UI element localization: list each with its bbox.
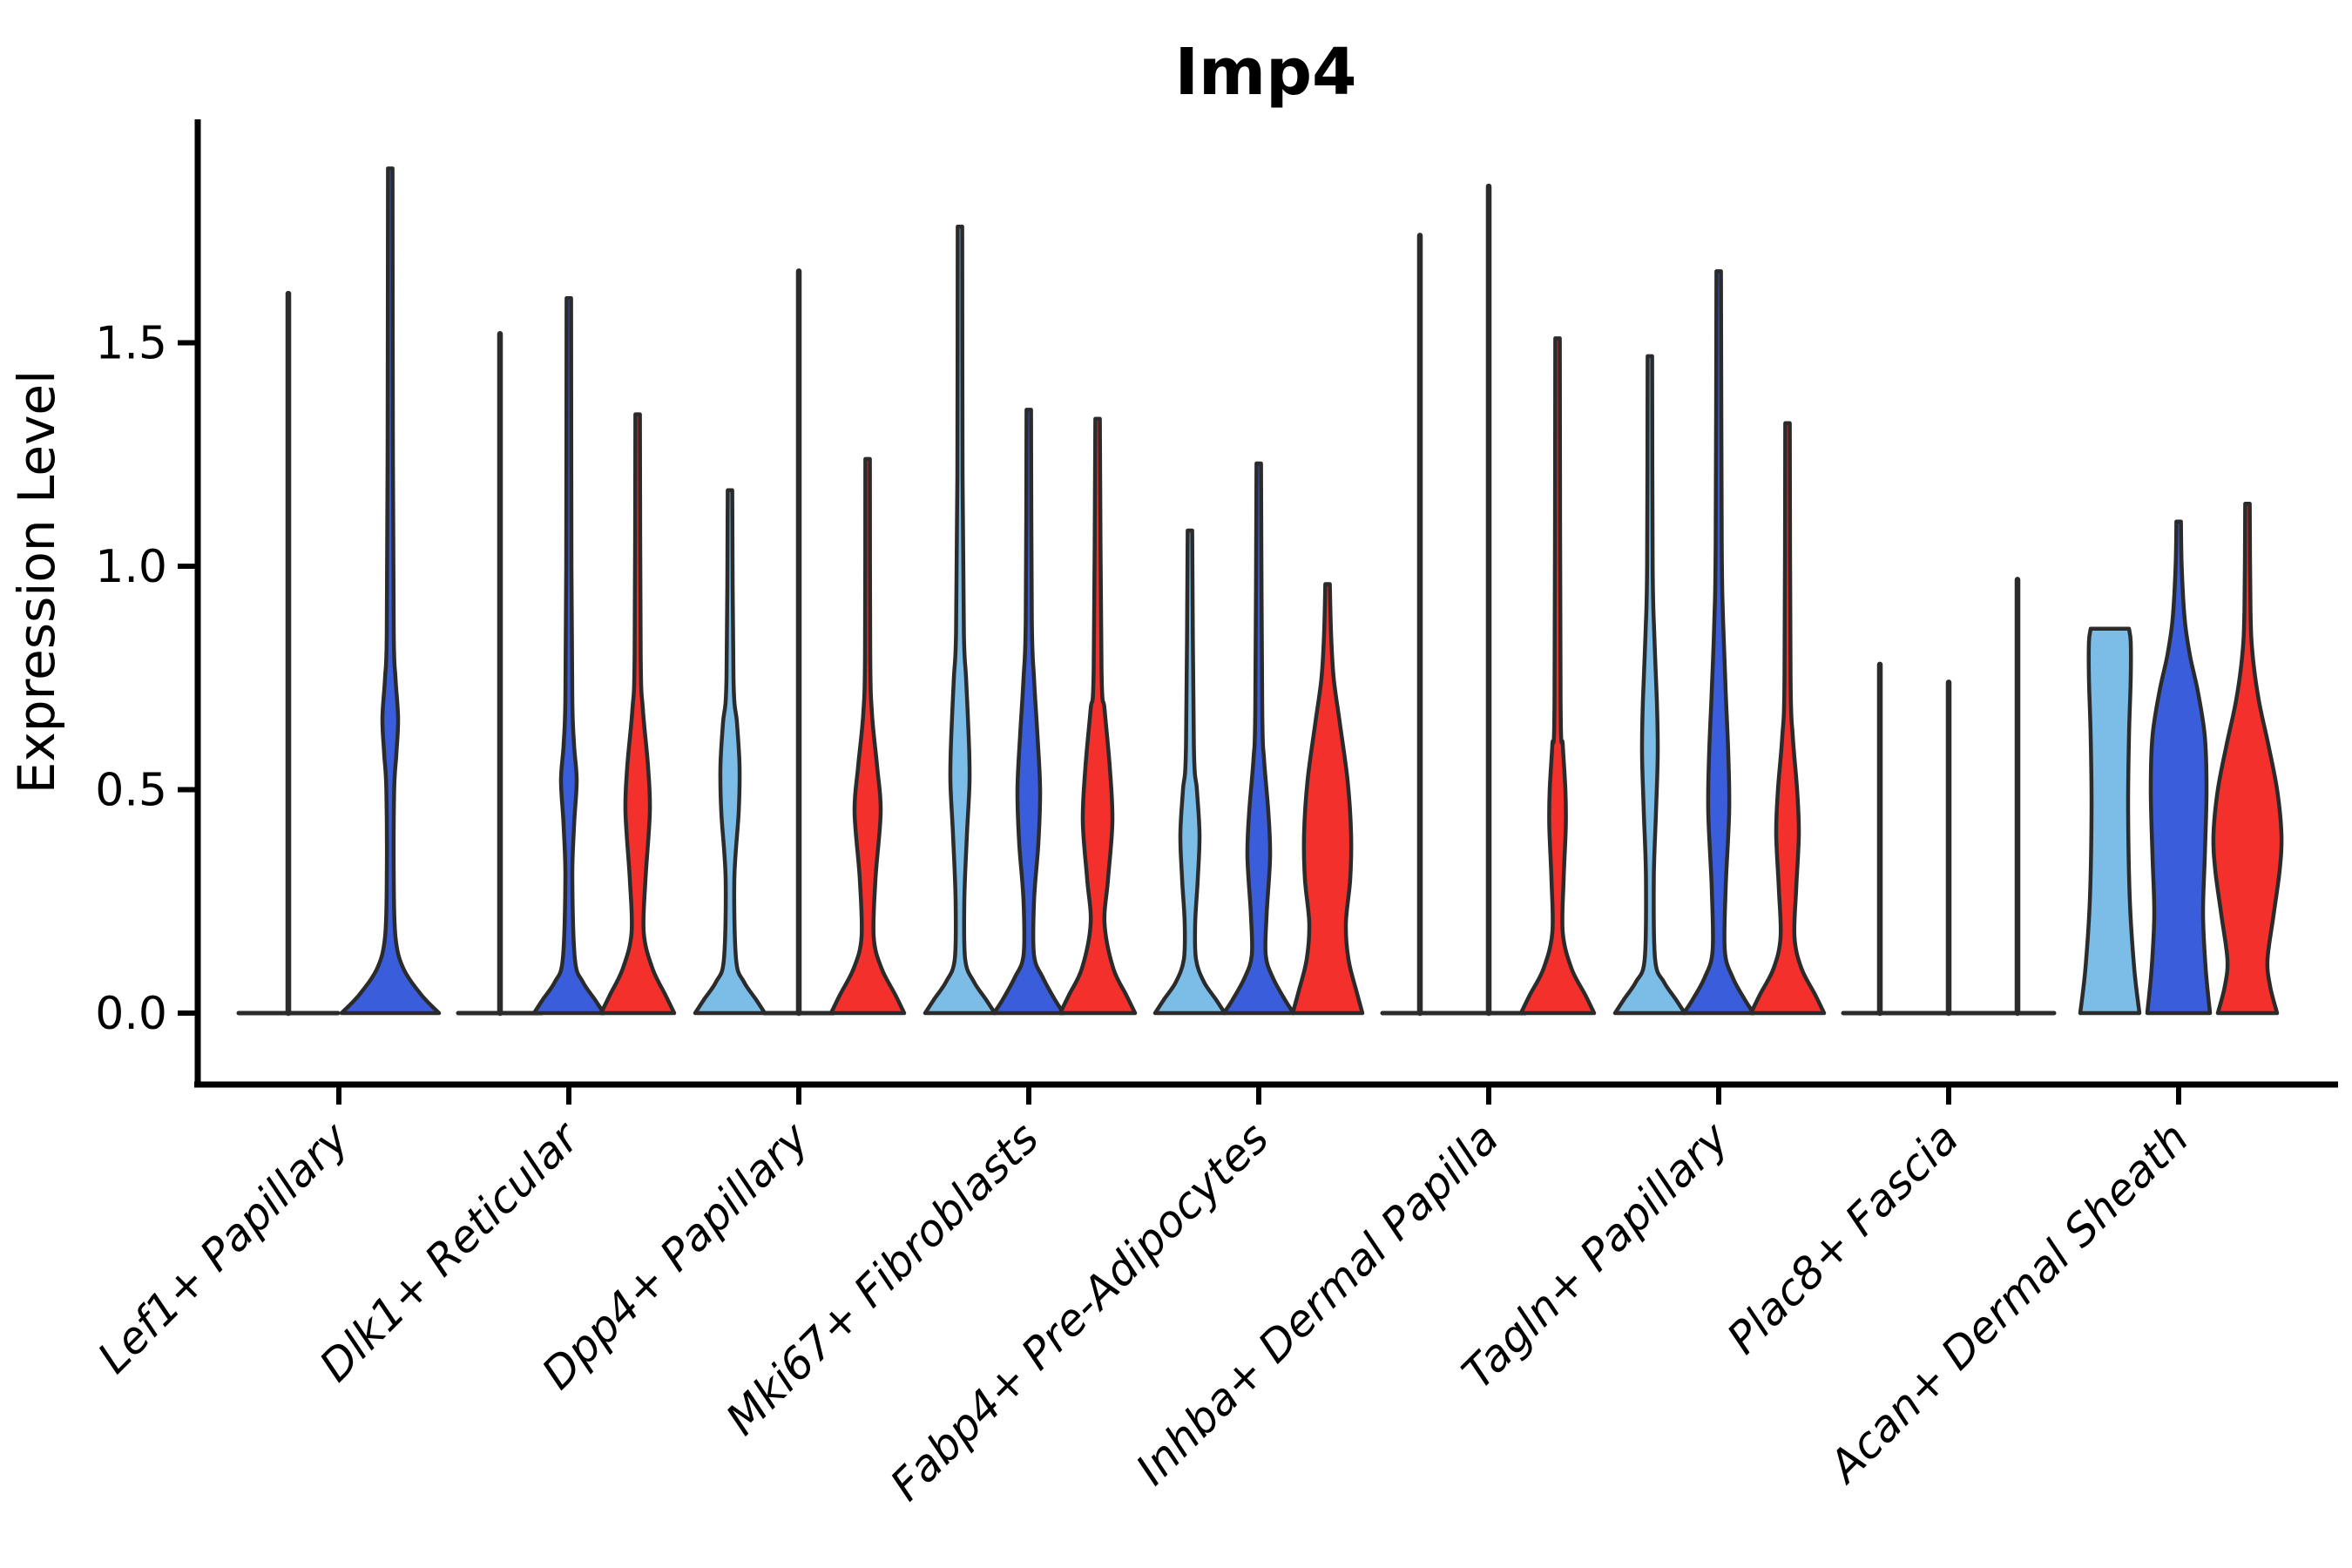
violin-light_blue: [1152, 528, 1227, 1016]
y-tick-label: 1.0: [95, 541, 167, 593]
violin-red: [2211, 501, 2284, 1016]
y-tick-label: 0.5: [95, 765, 167, 817]
violin-red: [1748, 421, 1827, 1016]
violin-red: [598, 412, 677, 1016]
violin-group-9: [2078, 501, 2284, 1016]
violin-red: [828, 456, 907, 1016]
violin-light_blue: [1612, 354, 1687, 1016]
violin-group-4: [923, 224, 1138, 1016]
violin-red: [1058, 416, 1138, 1016]
violin-group-8: [1841, 577, 2057, 1017]
chart-title: Imp4: [1174, 35, 1356, 110]
violin-light_blue: [693, 488, 767, 1016]
y-axis: 0.0 0.5 1.0 1.5: [95, 318, 198, 1040]
violin-blue: [2145, 519, 2213, 1016]
violin-blue: [339, 166, 442, 1016]
violin-red: [1518, 336, 1597, 1016]
violin-blue: [991, 408, 1066, 1016]
violin-blue: [1681, 269, 1756, 1016]
violin-red: [1290, 582, 1365, 1016]
y-axis-label: Expression Level: [7, 370, 66, 794]
y-tick-label: 1.5: [95, 318, 167, 370]
violin-group-2: [456, 295, 677, 1017]
violin-group-1: [236, 166, 442, 1017]
violins-layer: [236, 166, 2284, 1017]
violin-group-5: [1152, 461, 1365, 1016]
violin-light_blue: [923, 224, 997, 1016]
violin-light_blue: [2078, 626, 2142, 1016]
violin-group-6: [1380, 183, 1597, 1017]
y-tick-label: 0.0: [95, 988, 167, 1040]
violin-group-7: [1612, 269, 1827, 1016]
violin-blue: [531, 295, 606, 1016]
violin-group-3: [693, 268, 907, 1017]
violin-blue: [1221, 461, 1296, 1016]
